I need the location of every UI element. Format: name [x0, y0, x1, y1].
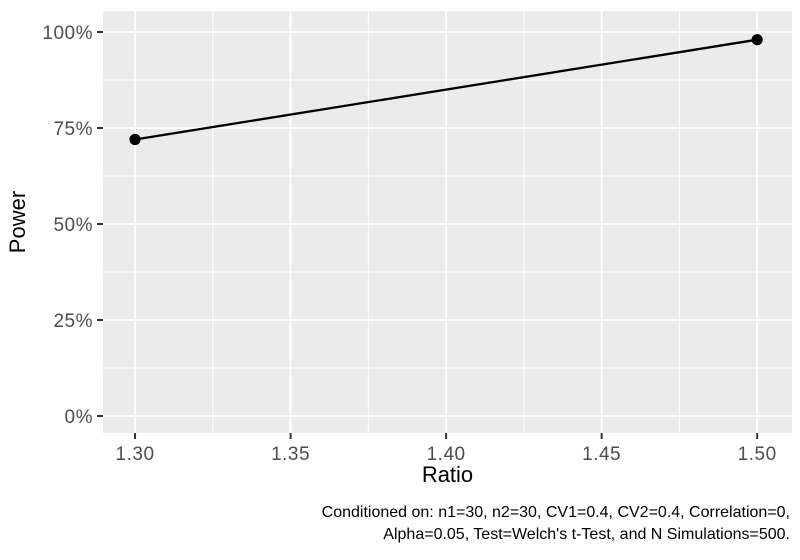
x-tick-label: 1.50	[738, 444, 777, 465]
panel-background	[103, 11, 792, 433]
y-axis-title: Power	[5, 190, 30, 254]
plot-caption: Conditioned on: n1=30, n2=30, CV1=0.4, C…	[322, 502, 790, 546]
y-tick-label: 100%	[42, 23, 93, 44]
y-tick-label: 75%	[53, 119, 93, 140]
y-tick-label: 50%	[53, 215, 93, 236]
x-axis-title: Ratio	[421, 462, 474, 487]
caption-line-2: Alpha=0.05, Test=Welch's t-Test, and N S…	[383, 526, 790, 543]
data-point	[751, 34, 763, 46]
x-tick-label: 1.40	[427, 444, 466, 465]
power-line	[134, 38, 758, 141]
caption-line-1: Conditioned on: n1=30, n2=30, CV1=0.4, C…	[321, 504, 790, 521]
y-tick-label: 25%	[53, 311, 93, 332]
x-tick-label: 1.35	[271, 444, 310, 465]
y-tick-label: 0%	[65, 407, 93, 428]
data-point	[129, 133, 141, 146]
x-tick-label: 1.45	[582, 444, 621, 465]
x-tick-label: 1.30	[116, 444, 155, 465]
